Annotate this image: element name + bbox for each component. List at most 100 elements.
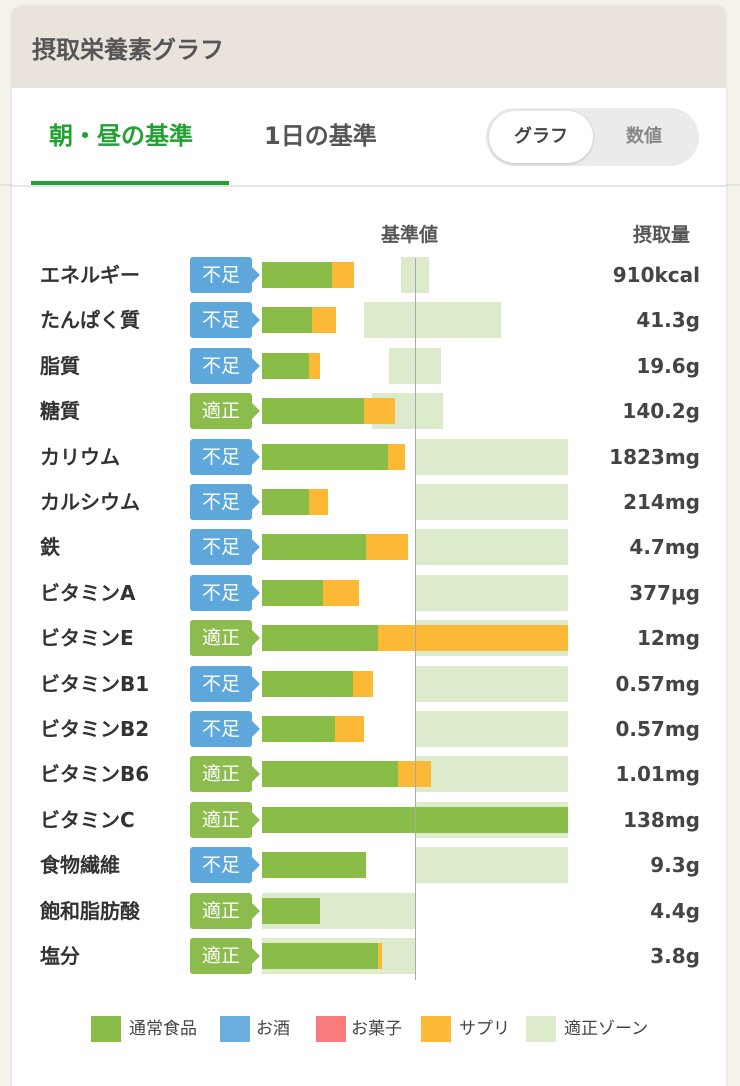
supplement-bar bbox=[335, 716, 364, 742]
legend-label-snacks: お菓子 bbox=[351, 1019, 402, 1039]
supplement-bar bbox=[388, 444, 405, 470]
adequate-zone bbox=[415, 756, 568, 792]
supplement-bar bbox=[378, 943, 382, 969]
active-tab-indicator bbox=[31, 181, 229, 185]
reference-line bbox=[415, 258, 416, 980]
supplement-bar bbox=[378, 625, 568, 651]
status-badge: 適正 bbox=[190, 393, 260, 429]
intake-value: 1823mg bbox=[609, 445, 700, 469]
nutrient-label: 食物繊維 bbox=[40, 853, 120, 877]
legend-swatch-alcohol bbox=[220, 1016, 250, 1042]
tab-daily-standard[interactable]: 1日の基準 bbox=[264, 122, 377, 150]
status-badge: 不足 bbox=[190, 257, 260, 293]
adequate-zone bbox=[415, 484, 568, 520]
intake-value: 910kcal bbox=[612, 263, 700, 287]
supplement-bar bbox=[309, 489, 328, 515]
status-badge: 不足 bbox=[190, 847, 260, 883]
status-badge: 不足 bbox=[190, 529, 260, 565]
legend-label-alcohol: お酒 bbox=[256, 1019, 290, 1039]
reference-column-header: 基準値 bbox=[381, 224, 439, 246]
intake-value: 0.57mg bbox=[615, 717, 700, 741]
adequate-zone bbox=[415, 711, 568, 747]
adequate-zone bbox=[415, 529, 568, 565]
legend-swatch-snacks bbox=[316, 1016, 346, 1042]
nutrient-label: ビタミンB6 bbox=[40, 762, 150, 786]
legend-swatch-adequate-zone bbox=[526, 1016, 556, 1042]
supplement-bar bbox=[366, 534, 408, 560]
intake-value: 214mg bbox=[623, 490, 700, 514]
toggle-graph-option[interactable]: グラフ bbox=[489, 111, 593, 163]
regular-food-bar bbox=[262, 353, 309, 379]
regular-food-bar bbox=[262, 671, 353, 697]
legend-label-supplements: サプリ bbox=[459, 1019, 510, 1039]
intake-value: 3.8g bbox=[650, 944, 700, 968]
status-badge: 不足 bbox=[190, 575, 260, 611]
regular-food-bar bbox=[262, 489, 309, 515]
adequate-zone bbox=[415, 847, 568, 883]
regular-food-bar bbox=[262, 444, 388, 470]
intake-value: 377µg bbox=[629, 581, 700, 605]
legend-swatch-regular-food bbox=[91, 1016, 121, 1042]
status-badge: 適正 bbox=[190, 893, 260, 929]
status-badge: 適正 bbox=[190, 756, 260, 792]
status-badge: 適正 bbox=[190, 938, 260, 974]
tab-divider bbox=[12, 185, 726, 187]
nutrient-label: エネルギー bbox=[40, 263, 140, 287]
regular-food-bar bbox=[262, 580, 323, 606]
intake-value: 41.3g bbox=[636, 308, 700, 332]
nutrient-label: カリウム bbox=[40, 445, 120, 469]
nutrient-label: 飽和脂肪酸 bbox=[40, 899, 140, 923]
intake-value: 140.2g bbox=[622, 399, 700, 423]
regular-food-bar bbox=[262, 398, 364, 424]
intake-value: 1.01mg bbox=[615, 762, 700, 786]
regular-food-bar bbox=[262, 262, 332, 288]
status-badge: 適正 bbox=[190, 620, 260, 656]
intake-value: 138mg bbox=[623, 808, 700, 832]
intake-value: 4.4g bbox=[650, 899, 700, 923]
adequate-zone bbox=[415, 439, 568, 475]
nutrient-label: ビタミンB2 bbox=[40, 717, 150, 741]
card-title: 摂取栄養素グラフ bbox=[12, 6, 726, 88]
status-badge: 不足 bbox=[190, 666, 260, 702]
regular-food-bar bbox=[262, 307, 312, 333]
status-badge: 不足 bbox=[190, 439, 260, 475]
supplement-bar bbox=[398, 761, 431, 787]
supplement-bar bbox=[309, 353, 320, 379]
nutrient-label: たんぱく質 bbox=[40, 308, 140, 332]
nutrient-label: カルシウム bbox=[40, 490, 140, 514]
intake-column-header: 摂取量 bbox=[633, 224, 691, 246]
legend-label-regular-food: 通常食品 bbox=[129, 1019, 197, 1039]
regular-food-bar bbox=[262, 898, 320, 924]
status-badge: 不足 bbox=[190, 348, 260, 384]
view-toggle[interactable]: グラフ 数値 bbox=[486, 108, 699, 166]
supplement-bar bbox=[323, 580, 359, 606]
intake-value: 9.3g bbox=[650, 853, 700, 877]
nutrient-label: 鉄 bbox=[40, 535, 60, 559]
supplement-bar bbox=[364, 398, 395, 424]
status-badge: 適正 bbox=[190, 802, 260, 838]
nutrient-label: ビタミンE bbox=[40, 626, 134, 650]
adequate-zone bbox=[415, 575, 568, 611]
tab-bar: 朝・昼の基準 1日の基準 グラフ 数値 bbox=[12, 88, 726, 185]
supplement-bar bbox=[332, 262, 354, 288]
regular-food-bar bbox=[262, 761, 398, 787]
legend: 通常食品 お酒 お菓子 サプリ 適正ゾーン bbox=[0, 1014, 740, 1044]
status-badge: 不足 bbox=[190, 302, 260, 338]
toggle-number-option[interactable]: 数値 bbox=[626, 126, 662, 147]
regular-food-bar bbox=[262, 534, 366, 560]
regular-food-bar bbox=[262, 625, 378, 651]
supplement-bar bbox=[353, 671, 373, 697]
status-badge: 不足 bbox=[190, 711, 260, 747]
tab-breakfast-lunch-standard[interactable]: 朝・昼の基準 bbox=[49, 122, 193, 150]
status-badge: 不足 bbox=[190, 484, 260, 520]
regular-food-bar bbox=[262, 852, 366, 878]
intake-value: 4.7mg bbox=[629, 535, 700, 559]
nutrient-label: ビタミンA bbox=[40, 581, 136, 605]
nutrient-label: ビタミンB1 bbox=[40, 672, 150, 696]
supplement-bar bbox=[312, 307, 336, 333]
intake-value: 12mg bbox=[637, 626, 700, 650]
nutrient-label: 脂質 bbox=[40, 354, 80, 378]
adequate-zone bbox=[415, 666, 568, 702]
intake-value: 19.6g bbox=[636, 354, 700, 378]
nutrient-label: 塩分 bbox=[40, 944, 80, 968]
